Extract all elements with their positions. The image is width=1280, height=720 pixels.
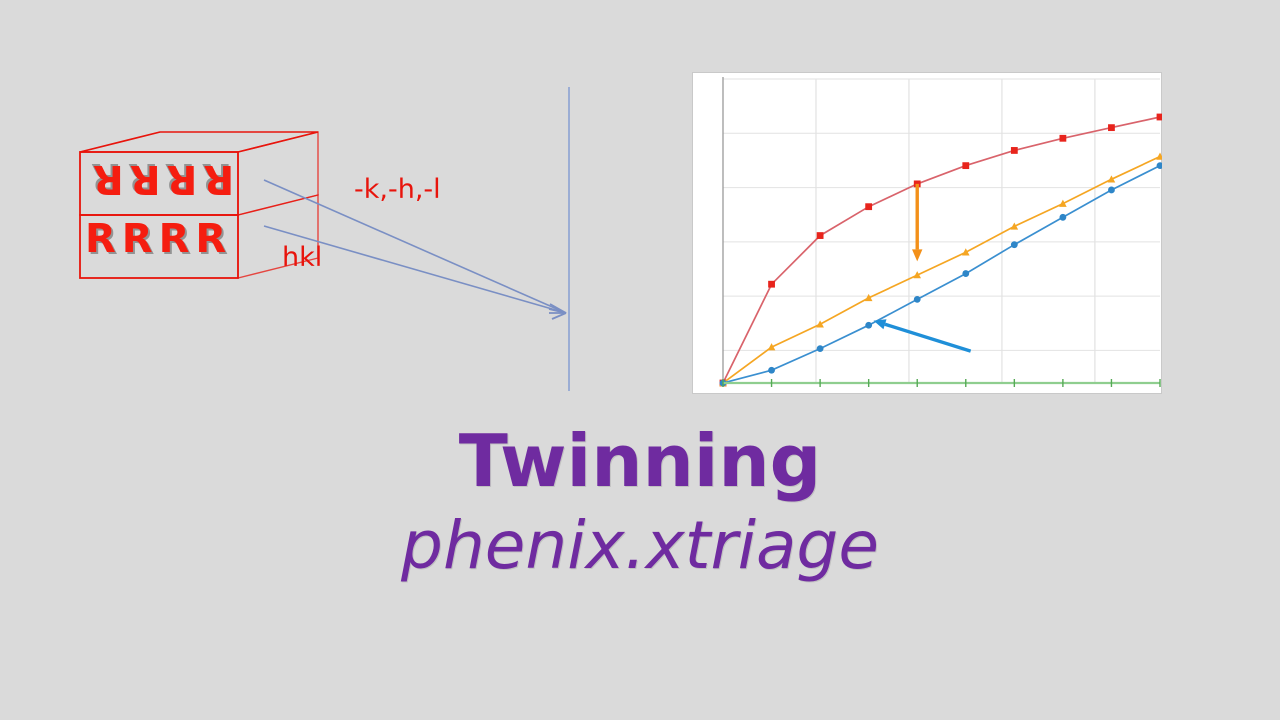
chart-marker-square [1108,124,1115,132]
page-subtitle: phenix.xtriage [401,506,879,584]
chart-marker-circle [768,366,775,374]
chart-marker-square [1010,147,1018,154]
arrow-line-original [263,225,567,314]
twin-crystal-diagram: RRRR RRRR -k,-h,-l hkl [60,120,580,420]
chart-marker-circle [1059,213,1067,221]
orange-down-arrow-head [912,249,923,262]
chart-marker-triangle [767,343,776,351]
cumulative-intensity-chart [692,72,1162,394]
chart-marker-square [1059,134,1067,142]
title-block: Twinning phenix.xtriage [0,419,1280,584]
original-label: hkl [282,242,323,273]
chart-marker-circle [913,296,921,303]
crystal-upper-side-face [237,131,319,216]
chart-marker-square [865,203,873,211]
chart-marker-circle [962,270,970,277]
crystal-box-svg [79,131,567,320]
chart-marker-triangle [1010,222,1019,230]
chart-marker-triangle [1156,152,1162,160]
chart-series-line-untwinned [722,164,1161,384]
chart-plot-frame [692,72,1162,394]
chart-marker-circle [865,321,873,329]
chart-marker-triangle [816,320,824,328]
blue-pointer-arrow-head [873,319,887,330]
chart-marker-square [816,232,824,239]
chart-marker-circle [1010,241,1018,249]
upper-domain-letters: RRRR [87,156,235,202]
vertical-divider [568,87,570,391]
crystal-boundary-edge [79,131,161,153]
page-title: Twinning [458,419,822,503]
chart-marker-circle [1108,186,1115,194]
chart-render-surface [719,77,1162,387]
chart-series-line-twin-fraction-0.5 [722,116,1161,384]
chart-marker-square [1156,113,1162,121]
crystal-top-face [79,131,319,153]
chart-marker-triangle [1107,175,1116,183]
chart-marker-triangle [864,293,873,302]
chart-marker-square [768,280,775,288]
reindexed-label: -k,-h,-l [354,174,441,205]
blue-pointer-arrow-shaft [884,322,972,353]
lower-domain-letters: RRRR [85,216,233,262]
crystal-lower-side-face [237,194,319,279]
reindex-arrows [263,179,567,320]
chart-marker-circle [1156,162,1162,170]
arrow-line-reindexed [263,179,567,314]
chart-marker-square [962,162,970,170]
chart-marker-triangle [913,271,922,279]
chart-series-line-twin-fraction-intermediate [722,155,1161,384]
arrow-head-lower [548,308,567,320]
chart-marker-circle [816,345,824,353]
chart-marker-triangle [961,248,970,256]
chart-marker-triangle [1059,199,1067,207]
